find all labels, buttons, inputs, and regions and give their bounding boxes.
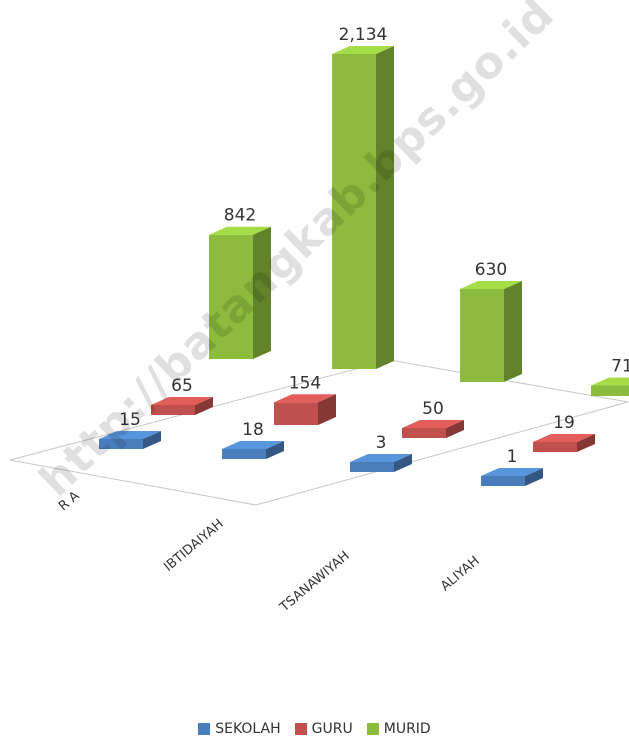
bar-murid-2 [332, 46, 394, 369]
bar-front [209, 234, 253, 359]
bar-side [504, 281, 522, 382]
legend-item-murid: MURID [366, 721, 431, 737]
bar-top [332, 46, 394, 54]
bar-front [151, 405, 195, 415]
legend-item-sekolah: SEKOLAH [198, 721, 281, 737]
bar-top [402, 420, 464, 428]
bar-top [350, 454, 412, 462]
bar-front [350, 462, 394, 472]
bar-top [460, 281, 522, 290]
bar-front [402, 428, 446, 438]
bar-side [195, 397, 213, 415]
bar-side [577, 434, 595, 452]
bar-front [99, 439, 143, 449]
bar-top [209, 226, 271, 235]
legend-swatch-murid [366, 723, 379, 735]
bar-side [376, 46, 394, 369]
bar-sekolah-4 [481, 468, 543, 486]
bar-sekolah-3 [350, 454, 412, 472]
bar-guru-4 [533, 434, 595, 452]
data-label-murid-1: 842 [224, 206, 256, 226]
legend-label-guru: GURU [311, 721, 353, 737]
category-label-1: R A [56, 489, 83, 515]
bar-side [394, 454, 412, 472]
data-label-murid-4: 71 [611, 357, 629, 377]
data-label-guru-1: 65 [171, 376, 193, 396]
bar-guru-2 [274, 394, 336, 425]
bar-side [253, 226, 271, 359]
data-label-sekolah-4: 1 [507, 447, 518, 467]
data-label-murid-2: 2,134 [339, 25, 388, 45]
bar-side [143, 431, 161, 449]
bar-top [222, 441, 284, 449]
category-label-3: TSANAWIYAH [277, 549, 353, 616]
data-label-murid-3: 630 [475, 260, 507, 280]
bar-top [151, 397, 213, 405]
bar-front [332, 54, 376, 369]
data-label-guru-3: 50 [422, 399, 444, 419]
bar-sekolah-1 [99, 431, 161, 449]
chart-floor [9, 359, 629, 506]
bar-front [481, 476, 525, 486]
bar-guru-1 [151, 397, 213, 415]
bar-front [274, 402, 318, 425]
bar-side [318, 394, 336, 425]
legend-label-sekolah: SEKOLAH [215, 721, 281, 737]
legend-item-guru: GURU [294, 721, 353, 737]
category-label-4: ALIYAH [438, 554, 483, 595]
legend: SEKOLAH GURU MURID [0, 721, 629, 737]
bar-top [591, 377, 629, 386]
legend-swatch-sekolah [198, 723, 211, 735]
bar-side [266, 441, 284, 459]
bar-sekolah-2 [222, 441, 284, 459]
bar-top [533, 434, 595, 442]
bar-top [481, 468, 543, 476]
bar-front [222, 449, 266, 459]
category-label-2: IBTIDAIYAH [161, 517, 226, 575]
data-label-sekolah-1: 15 [119, 410, 141, 430]
bar-murid-1 [209, 226, 271, 359]
legend-swatch-guru [294, 723, 307, 735]
bar-top [274, 394, 336, 403]
bar-top [99, 431, 161, 439]
bar-front [460, 289, 504, 382]
data-label-sekolah-2: 18 [242, 420, 264, 440]
data-label-guru-2: 154 [289, 373, 321, 393]
data-label-guru-4: 19 [553, 413, 575, 433]
bar-guru-3 [402, 420, 464, 438]
bar-side [446, 420, 464, 438]
bar-front [533, 442, 577, 452]
legend-label-murid: MURID [383, 721, 431, 737]
bar-front [591, 385, 629, 396]
bar-side [525, 468, 543, 486]
bar-murid-3 [460, 281, 522, 382]
data-label-sekolah-3: 3 [376, 433, 387, 453]
bar-murid-4 [591, 377, 629, 396]
